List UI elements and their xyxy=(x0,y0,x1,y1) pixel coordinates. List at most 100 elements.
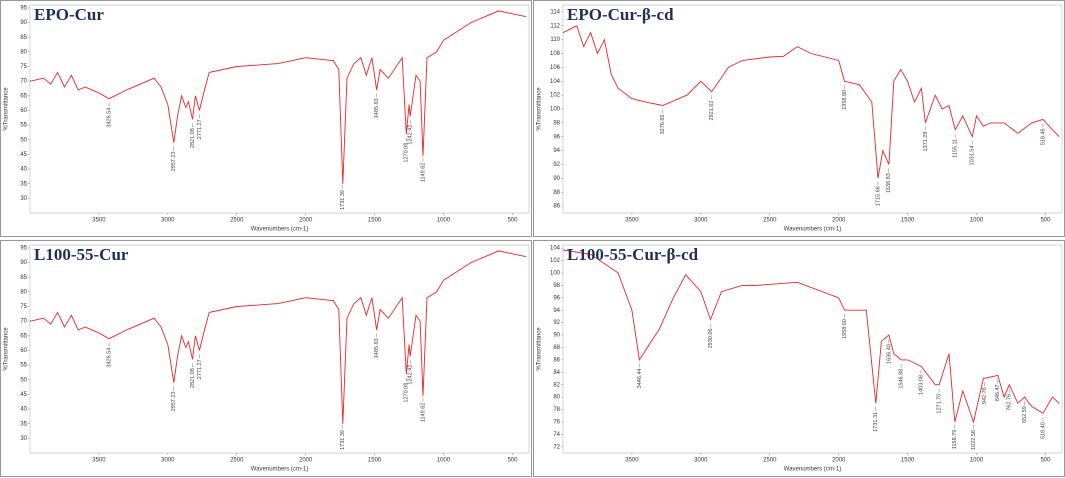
peak-label: 1022.56 xyxy=(971,430,977,450)
y-tick-label: 95 xyxy=(20,246,27,252)
y-axis-label: %Transmittance xyxy=(4,87,10,131)
peak-label: 2921.62 xyxy=(709,101,715,121)
y-axis-label: %Transmittance xyxy=(537,327,543,371)
peak-label: 518.40 xyxy=(1040,422,1046,439)
y-tick-label: 98 xyxy=(553,283,560,289)
peak-label: 2957.23 xyxy=(171,151,177,171)
peak-label: 2821.08 xyxy=(190,368,196,388)
x-tick-label: 2500 xyxy=(763,458,777,464)
y-axis-label: %Transmittance xyxy=(537,87,543,131)
y-tick-label: 100 xyxy=(550,271,561,277)
peak-label: 1485.63 xyxy=(374,338,380,358)
x-axis-label: Wavenumbers (cm-1) xyxy=(784,227,841,233)
y-tick-label: 86 xyxy=(553,204,560,210)
peak-label: 1958.80 xyxy=(842,90,848,110)
x-tick-label: 3500 xyxy=(625,458,639,464)
x-tick-label: 2500 xyxy=(230,218,244,224)
peak-label: 1636.40 xyxy=(886,344,892,364)
peak-label: 762.76 xyxy=(1007,394,1013,411)
y-tick-label: 80 xyxy=(20,289,27,295)
peak-label: 1155.11 xyxy=(953,139,959,158)
y-tick-label: 96 xyxy=(553,295,560,301)
x-tick-label: 2500 xyxy=(763,218,777,224)
x-tick-label: 1500 xyxy=(368,458,382,464)
x-tick-label: 1000 xyxy=(437,218,451,224)
y-tick-label: 100 xyxy=(550,107,561,113)
y-tick-label: 55 xyxy=(20,123,27,129)
y-tick-label: 55 xyxy=(20,363,27,369)
y-tick-label: 45 xyxy=(20,152,27,158)
x-tick-label: 3000 xyxy=(161,458,175,464)
peak-label: 1715.66 xyxy=(875,186,881,206)
y-tick-label: 88 xyxy=(553,190,560,196)
spectrum-line xyxy=(562,25,1060,179)
x-tick-label: 1000 xyxy=(437,458,451,464)
x-tick-label: 2000 xyxy=(832,218,846,224)
y-tick-label: 60 xyxy=(20,108,27,114)
peak-label: 1371.29 xyxy=(923,132,929,152)
y-tick-label: 114 xyxy=(550,10,560,16)
x-tick-label: 3500 xyxy=(625,218,639,224)
y-tick-label: 90 xyxy=(20,260,27,266)
y-tick-label: 98 xyxy=(553,120,560,126)
x-tick-label: 1500 xyxy=(901,458,915,464)
peak-label: 652.59 xyxy=(1022,406,1028,423)
plot-area xyxy=(29,4,530,214)
x-tick-label: 1000 xyxy=(970,218,984,224)
y-tick-label: 92 xyxy=(553,320,560,326)
y-tick-label: 102 xyxy=(550,93,561,99)
peak-label: 2771.27 xyxy=(197,359,203,379)
y-tick-label: 104 xyxy=(550,246,561,252)
y-tick-label: 30 xyxy=(20,196,27,202)
y-tick-label: 35 xyxy=(20,421,27,427)
y-tick-label: 30 xyxy=(20,436,27,442)
y-tick-label: 60 xyxy=(20,348,27,354)
peak-label: 1485.63 xyxy=(374,98,380,118)
peak-label: 1271.70 xyxy=(937,394,943,414)
y-tick-label: 84 xyxy=(553,370,560,376)
y-tick-label: 45 xyxy=(20,392,27,398)
panel-frame xyxy=(0,0,532,237)
panel-title: EPO-Cur-β-cd xyxy=(567,5,674,24)
y-tick-label: 88 xyxy=(553,345,560,351)
y-tick-label: 78 xyxy=(553,407,560,413)
y-tick-label: 90 xyxy=(553,333,560,339)
peak-label: 1731.39 xyxy=(340,430,346,450)
peak-label: 846.47 xyxy=(995,384,1001,401)
y-tick-label: 65 xyxy=(20,93,27,99)
x-tick-label: 2000 xyxy=(299,218,313,224)
peak-label: 942.76 xyxy=(982,387,988,404)
y-tick-label: 80 xyxy=(553,395,560,401)
y-tick-label: 70 xyxy=(20,79,27,85)
peak-label: 1403.08 xyxy=(918,375,924,395)
panel-title: EPO-Cur xyxy=(34,5,104,24)
plot-area xyxy=(29,244,530,454)
y-axis-label: %Transmittance xyxy=(4,327,10,371)
peak-label: 1546.88 xyxy=(899,369,905,389)
peak-label: 1270.08 xyxy=(404,143,410,163)
peak-label: 1031.54 xyxy=(970,146,976,166)
y-tick-label: 106 xyxy=(550,65,561,71)
peak-label: 1158.79 xyxy=(952,430,958,449)
peak-label: 1242.42 xyxy=(408,365,414,385)
x-tick-label: 500 xyxy=(1040,218,1051,224)
peak-label: 1731.39 xyxy=(340,190,346,210)
x-tick-label: 2000 xyxy=(832,458,846,464)
panel-frame xyxy=(0,240,532,477)
y-tick-label: 82 xyxy=(553,382,560,388)
x-tick-label: 500 xyxy=(507,218,518,224)
y-tick-label: 85 xyxy=(20,275,27,281)
x-tick-label: 500 xyxy=(507,458,518,464)
spectrum-line xyxy=(29,10,527,184)
y-tick-label: 80 xyxy=(20,49,27,55)
y-tick-label: 92 xyxy=(553,162,560,168)
peak-label: 1149.62 xyxy=(420,403,426,422)
y-tick-label: 70 xyxy=(20,319,27,325)
y-tick-label: 94 xyxy=(553,308,560,314)
peak-label: 1242.42 xyxy=(408,125,414,145)
spectrum-line xyxy=(562,249,1060,424)
y-tick-label: 65 xyxy=(20,333,27,339)
peak-label: 2957.23 xyxy=(171,391,177,411)
y-tick-label: 108 xyxy=(550,51,561,57)
